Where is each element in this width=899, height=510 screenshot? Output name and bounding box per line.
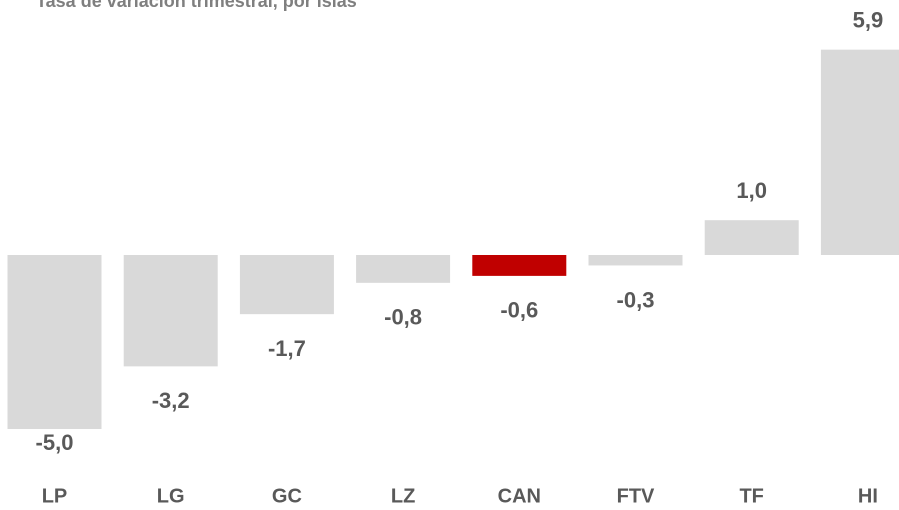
value-label: -0,8 bbox=[384, 305, 422, 330]
bar bbox=[820, 49, 899, 256]
bar bbox=[356, 255, 451, 283]
value-label: -5,0 bbox=[36, 430, 74, 455]
x-tick-label: HI bbox=[858, 485, 878, 507]
bar bbox=[7, 255, 102, 429]
value-label: 1,0 bbox=[736, 178, 767, 203]
bar bbox=[472, 255, 567, 276]
chart-title: Tasa de variación trimestral, por islas bbox=[36, 0, 357, 11]
value-label: 5,9 bbox=[853, 7, 884, 32]
x-tick-label: LP bbox=[42, 485, 68, 507]
bar bbox=[704, 220, 799, 255]
x-tick-label: CAN bbox=[498, 485, 541, 507]
x-tick-label: LG bbox=[157, 485, 185, 507]
x-tick-label: GC bbox=[272, 485, 302, 507]
value-label: -0,6 bbox=[500, 298, 538, 323]
x-tick-label: TF bbox=[739, 485, 763, 507]
value-label: -0,3 bbox=[617, 287, 655, 312]
x-tick-label: LZ bbox=[391, 485, 415, 507]
x-tick-label: FTV bbox=[617, 485, 655, 507]
bar bbox=[239, 255, 334, 315]
bar bbox=[588, 255, 683, 266]
bar bbox=[123, 255, 218, 367]
value-label: -1,7 bbox=[268, 336, 306, 361]
value-label: -3,2 bbox=[152, 388, 190, 413]
